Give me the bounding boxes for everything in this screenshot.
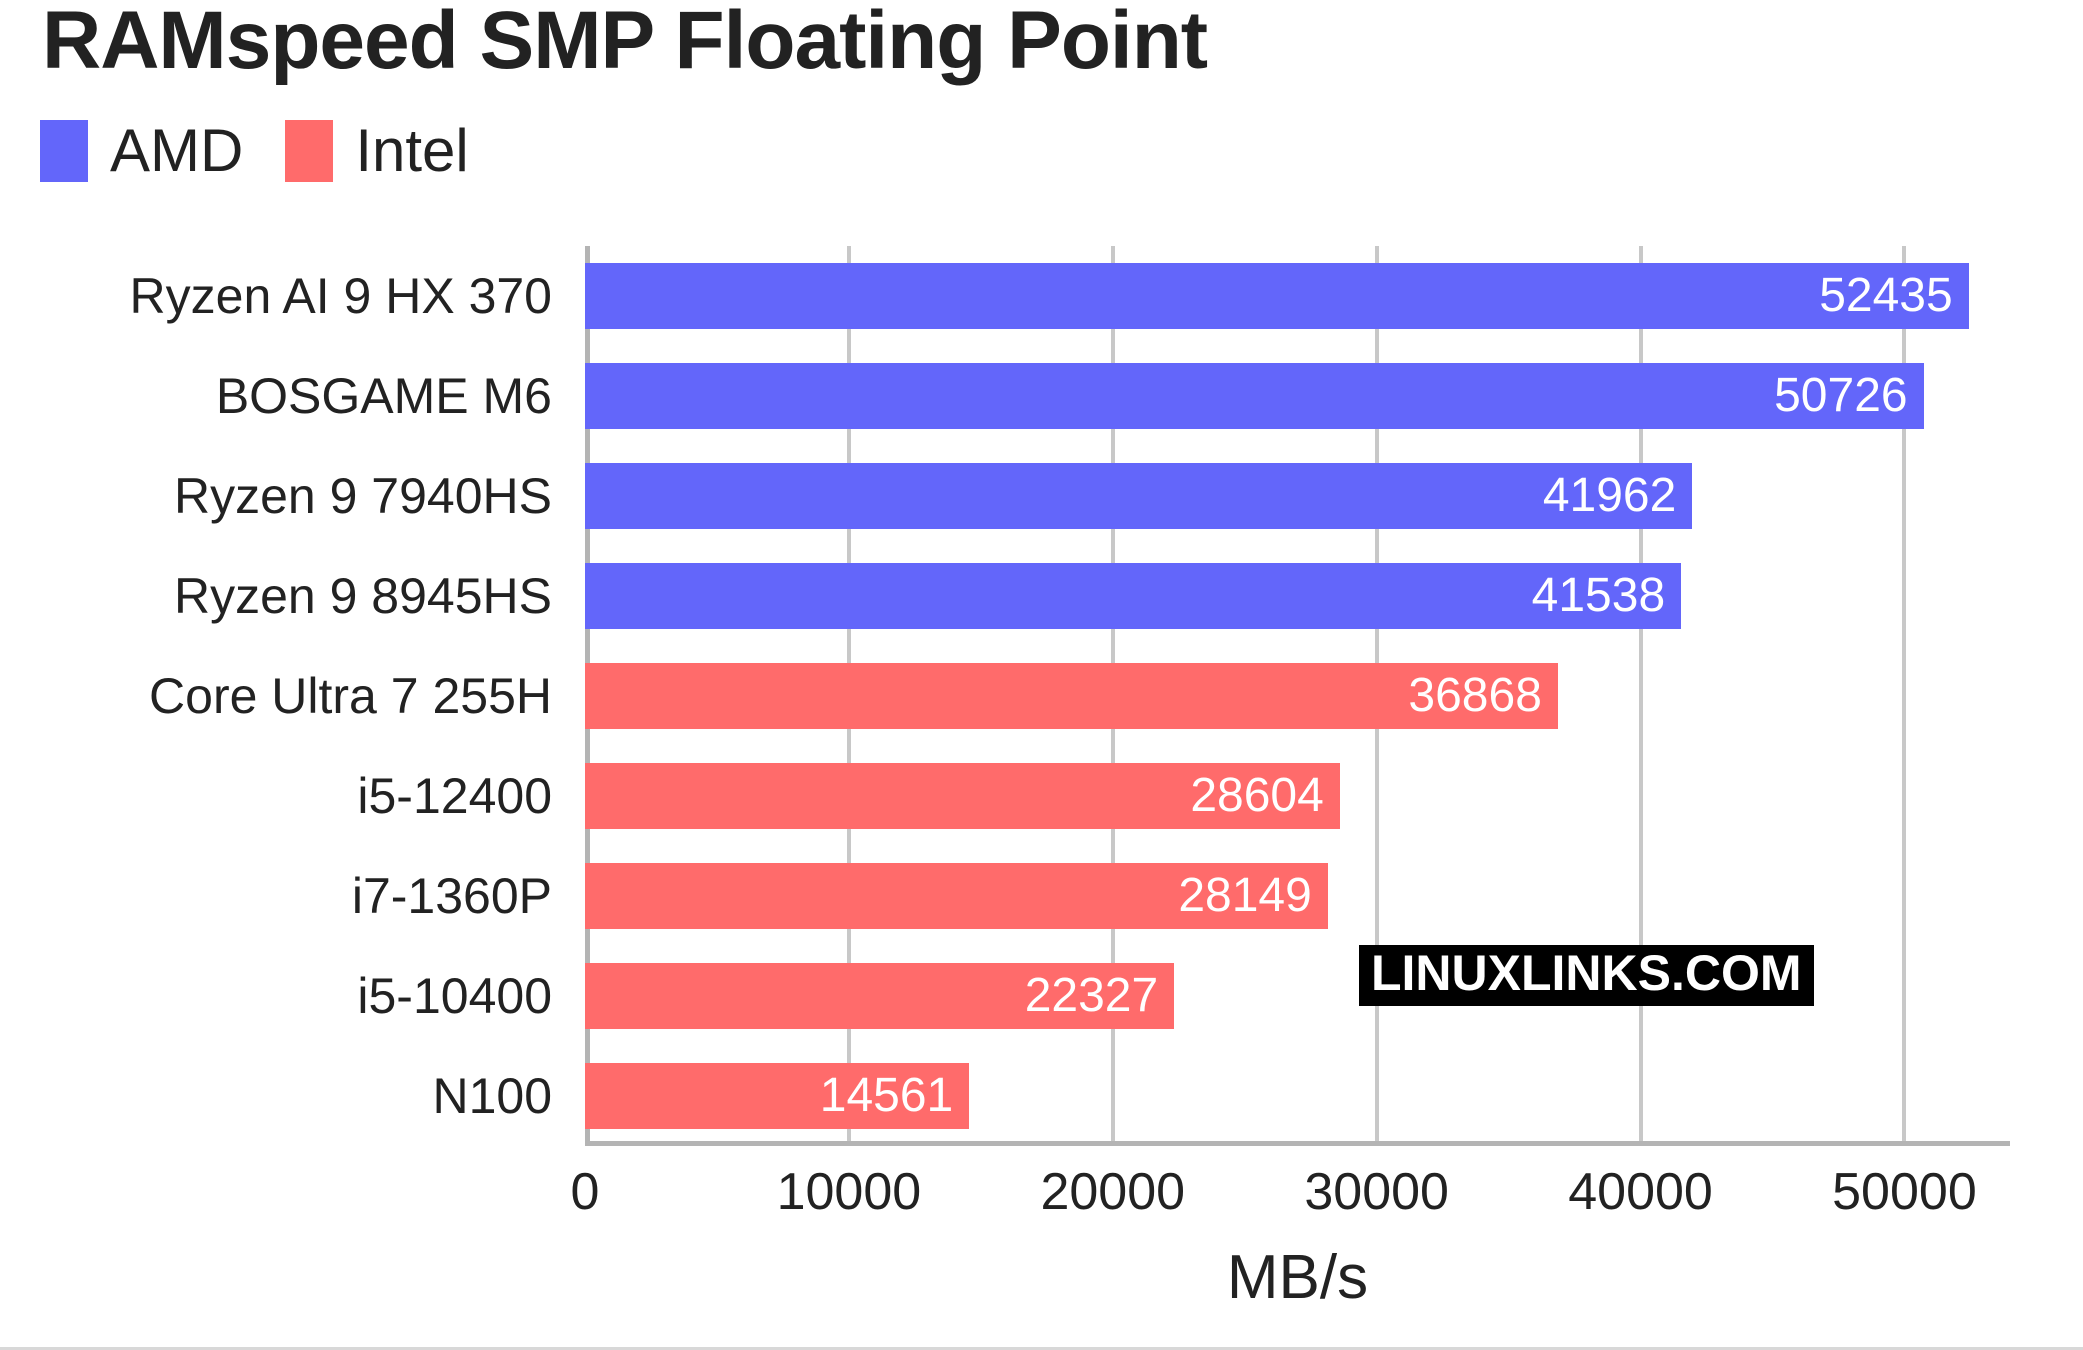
y-axis-label: Core Ultra 7 255H — [149, 668, 552, 724]
bar-value-label: 50726 — [1774, 369, 1908, 422]
bar-intel[interactable]: 36868 — [585, 663, 1558, 729]
chart-legend: AMD Intel — [40, 120, 469, 182]
x-axis-tick-label: 20000 — [1040, 1163, 1186, 1221]
legend-swatch-amd-icon — [40, 120, 88, 182]
bar-intel[interactable]: 28604 — [585, 763, 1340, 829]
legend-label: AMD — [110, 117, 244, 184]
bar-intel[interactable]: 22327 — [585, 963, 1175, 1029]
x-axis-title: MB/s — [1226, 1243, 1369, 1312]
bottom-divider — [0, 1347, 2083, 1350]
plot-area: Ryzen AI 9 HX 370 BOSGAME M6 Ryzen 9 7940H… — [0, 246, 2083, 1146]
legend-swatch-intel-icon — [285, 120, 334, 182]
y-axis-label: i5-12400 — [357, 768, 552, 824]
x-axis-tick-label: 40000 — [1568, 1163, 1713, 1221]
bar-value-label: 36868 — [1408, 669, 1542, 722]
y-axis-label: BOSGAME M6 — [215, 368, 552, 424]
y-axis-labels: Ryzen AI 9 HX 370 BOSGAME M6 Ryzen 9 7940H… — [0, 246, 580, 1146]
bar-value-label: 28149 — [1178, 869, 1312, 922]
bar-value-label: 22327 — [1024, 969, 1159, 1022]
legend-entry-intel[interactable]: Intel — [285, 117, 469, 184]
bar-value-label: 28604 — [1190, 769, 1324, 822]
legend-label: Intel — [355, 117, 469, 184]
legend-entry-amd[interactable]: AMD — [40, 120, 243, 182]
bar-amd[interactable]: 50726 — [585, 363, 1924, 429]
bar-intel[interactable]: 14561 — [585, 1063, 970, 1129]
y-axis-label: N100 — [432, 1068, 552, 1124]
x-axis-tick-label: 10000 — [776, 1163, 922, 1221]
bar-value-label: 52435 — [1819, 269, 1953, 322]
y-axis-label: Ryzen 9 7940HS — [173, 468, 552, 524]
y-axis-label: Ryzen 9 8945HS — [173, 568, 552, 624]
x-axis-tick-label: 0 — [570, 1163, 600, 1221]
bar-amd[interactable]: 41962 — [585, 463, 1693, 529]
bar-amd[interactable]: 52435 — [585, 263, 1969, 329]
x-axis-line — [585, 1141, 2010, 1146]
bar-amd[interactable]: 41538 — [585, 563, 1682, 629]
y-axis-label: i5-10400 — [357, 968, 552, 1024]
bar-value-label: 14561 — [819, 1069, 954, 1122]
bar-value-label: 41962 — [1542, 469, 1677, 522]
watermark-linuxlinks: LINUXLINKS.COM — [1359, 945, 1814, 1006]
bar-series: 52435 50726 41962 41538 36868 28604 28149 22327… — [585, 246, 2010, 1146]
bar-intel[interactable]: 28149 — [585, 863, 1328, 929]
plot-canvas: 52435 50726 41962 41538 36868 28604 28149 22327… — [585, 246, 2010, 1146]
y-axis-label: i7-1360P — [351, 868, 552, 924]
chart-title: RAMspeed SMP Floating Point — [42, 0, 1208, 86]
bar-value-label: 41538 — [1531, 569, 1666, 622]
x-axis-tick-label: 30000 — [1304, 1163, 1449, 1221]
x-axis-tick-label: 50000 — [1832, 1163, 1977, 1221]
x-axis-ticks: 0 10000 20000 30000 40000 50000 — [571, 1162, 2010, 1232]
y-axis-label: Ryzen AI 9 HX 370 — [129, 268, 552, 324]
